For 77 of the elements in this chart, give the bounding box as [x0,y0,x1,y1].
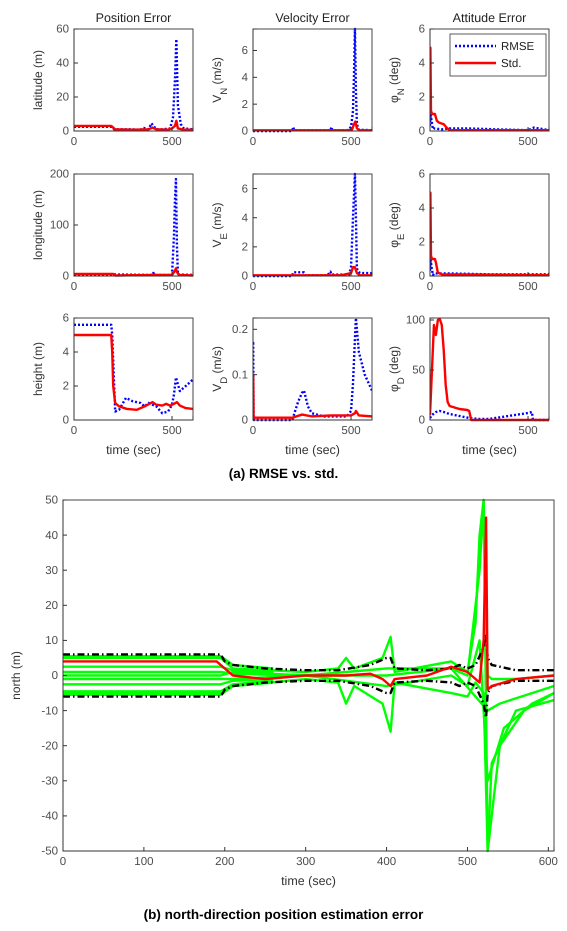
y-tick-label: 20 [45,600,58,612]
x-tick-label: 400 [376,856,396,868]
y-tick-label: 2 [62,380,69,393]
y-tick-label: 40 [45,530,58,542]
x-axis-title: time (sec) [106,443,161,457]
y-tick-label: 0.2 [232,324,248,336]
y-tick-label: 100 [50,220,69,232]
text: (b) north-direction position estimation error [144,907,424,922]
y-tick-label: 40 [56,58,69,70]
y-tick-label: 0 [418,126,425,138]
x-tick-label: 500 [518,425,538,438]
legend-label: RMSE [501,41,535,53]
y-tick-label: 50 [412,364,425,377]
y-tick-label: 0 [62,270,69,283]
y-tick-label: 0 [62,414,69,427]
y-tick-label: 0.1 [232,369,248,382]
y-tick-label: 100 [406,314,425,327]
y-tick-label: 4 [418,58,426,70]
x-tick-label: 500 [162,425,182,438]
y-tick-label: 4 [242,72,249,84]
y-tick-label: -50 [41,846,58,858]
y-axis-title: longitude (m) [31,190,45,260]
y-axis-title: north (m) [9,651,23,700]
x-tick-label: 500 [518,136,538,148]
y-tick-label: 50 [45,494,58,507]
y-tick-label: 10 [45,635,58,648]
x-tick-label: 500 [518,281,538,294]
y-tick-label: 0 [242,414,248,427]
legend-label: Std. [501,58,522,70]
y-tick-label: 6 [242,45,248,58]
chart-title: Position Error [96,11,172,25]
x-tick-label: 600 [538,856,558,868]
y-axis-title: latitude (m) [31,50,45,110]
x-tick-label: 500 [341,425,361,438]
y-tick-label: 0 [242,126,248,138]
y-tick-label: 0 [52,670,58,682]
x-tick-label: 200 [215,856,234,868]
y-tick-label: 6 [62,312,69,325]
y-tick-label: 20 [56,92,69,104]
x-axis-title: time (sec) [285,443,340,457]
x-tick-label: 500 [162,136,182,148]
x-axis-title: time (sec) [462,443,517,457]
y-tick-label: 2 [418,236,425,249]
y-tick-label: 6 [418,24,425,36]
x-tick-label: 500 [341,281,361,294]
chart-title: Attitude Error [452,11,526,25]
x-tick-label: 500 [341,136,361,148]
x-tick-label: 100 [134,856,154,868]
y-tick-label: 60 [56,24,69,36]
x-tick-label: 0 [70,136,78,148]
y-tick-label: 2 [242,98,248,111]
y-tick-label: 2 [242,242,248,254]
y-tick-label: -20 [41,740,58,752]
y-tick-label: 200 [50,168,69,181]
text: (a) RMSE vs. std. [228,466,338,481]
y-tick-label: 0 [418,270,425,283]
y-tick-label: 2 [418,92,425,104]
y-axis-title: height (m) [31,342,45,396]
y-tick-label: 6 [418,168,425,181]
x-axis-title: time (sec) [281,874,336,888]
chart-title: Velocity Error [275,11,350,25]
x-tick-label: 300 [296,856,316,868]
x-tick-label: 500 [458,856,478,868]
y-tick-label: 6 [242,183,248,196]
y-tick-label: -10 [41,705,58,718]
y-tick-label: -30 [41,775,58,788]
y-tick-label: 4 [62,346,70,359]
y-tick-label: 0 [418,414,425,427]
x-tick-label: 0 [70,425,78,438]
y-tick-label: 4 [418,202,426,215]
x-tick-label: 500 [162,281,182,294]
y-tick-label: -40 [41,810,58,823]
y-tick-label: 0 [242,270,248,283]
x-tick-label: 0 [70,281,78,294]
y-tick-label: 30 [45,564,58,577]
y-tick-label: 4 [242,212,249,224]
y-tick-label: 0 [62,126,69,138]
